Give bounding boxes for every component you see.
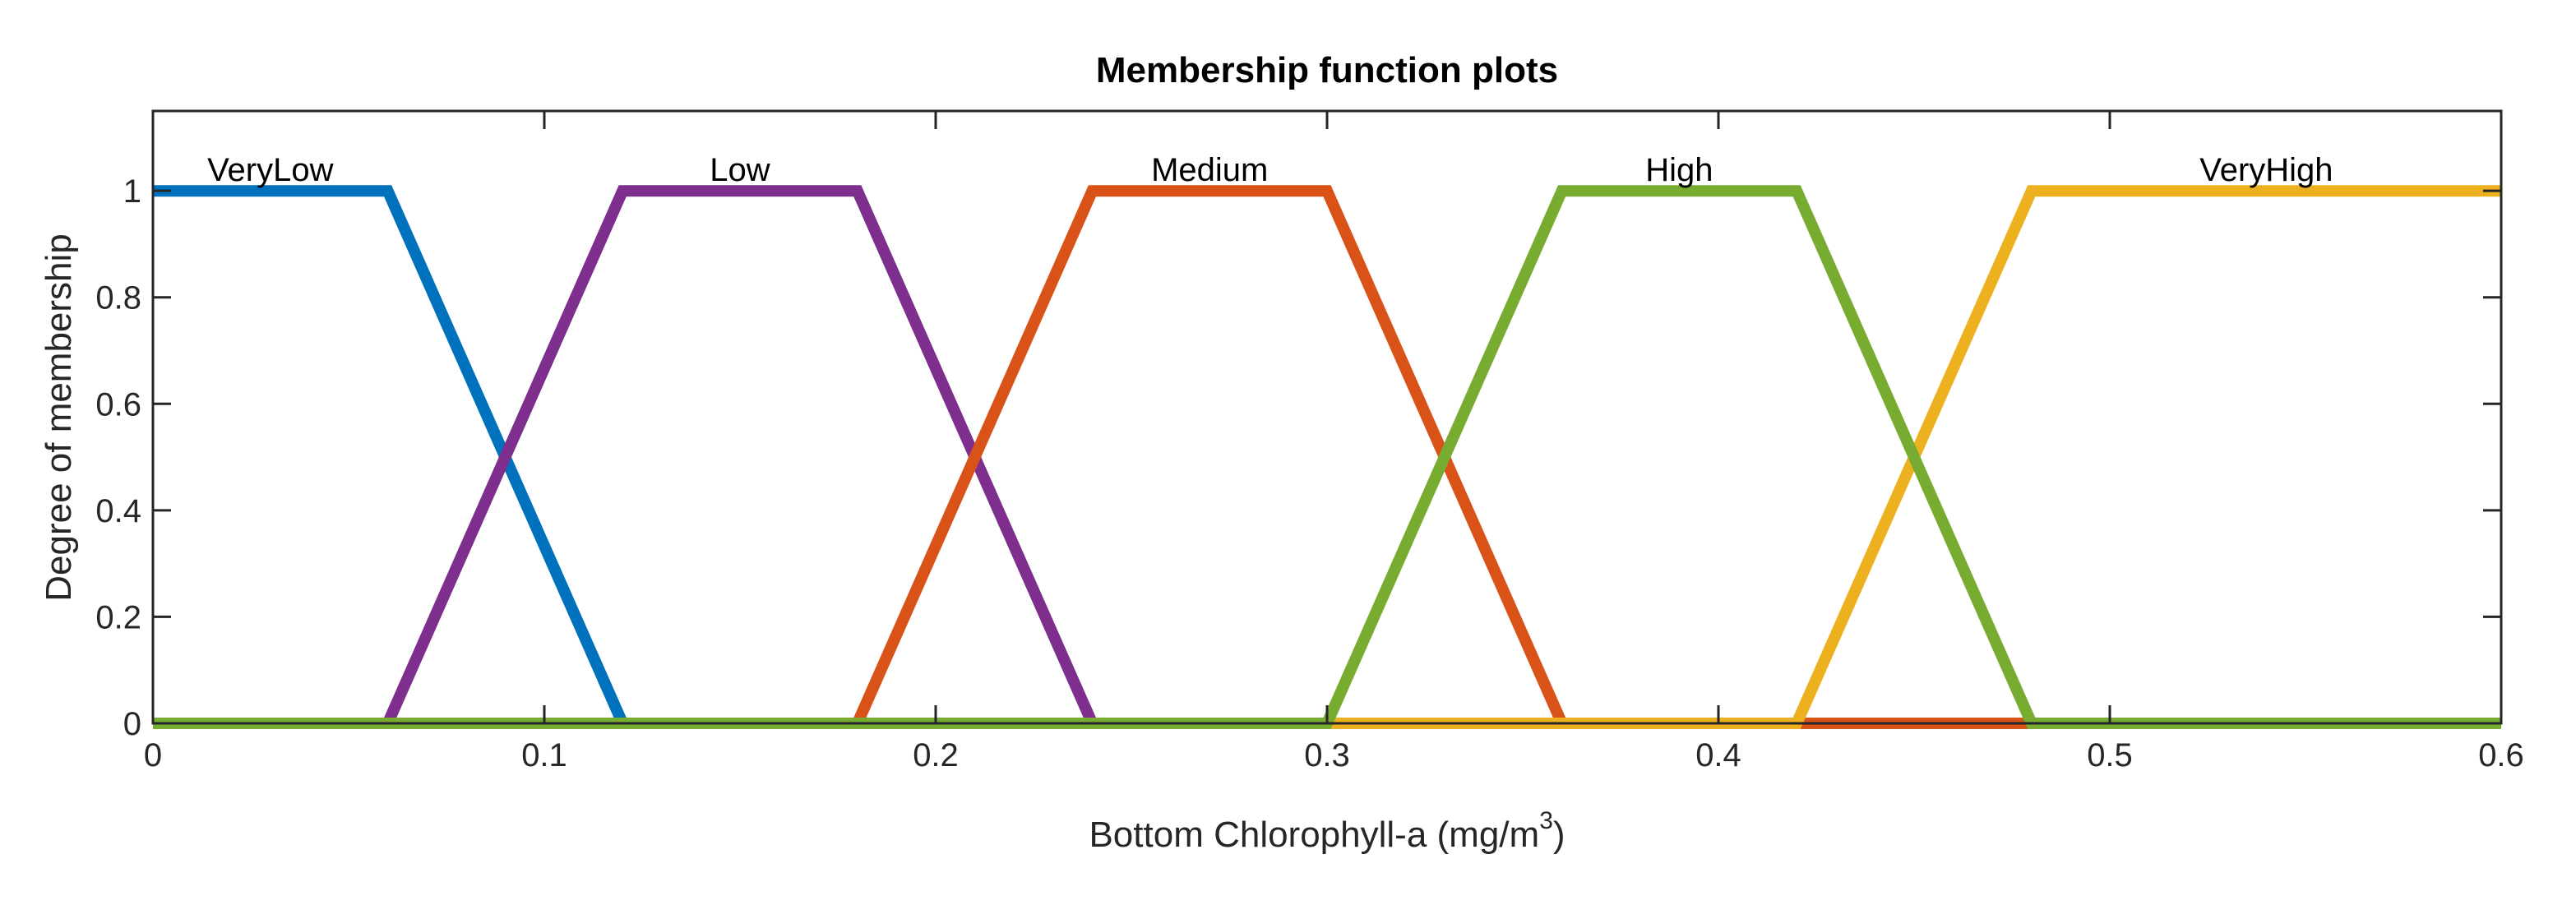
- mf-label-low: Low: [710, 152, 770, 188]
- mf-label-medium: Medium: [1151, 152, 1268, 188]
- y-tick-label: 0: [123, 706, 141, 742]
- tick-layer: 0 0.1 0.2 0.3 0.4 0.5 0.6 0 0.2 0.4 0.6 0.8 1: [95, 111, 2524, 773]
- series-layer: [153, 185, 2501, 729]
- x-tick-label: 0.5: [2087, 737, 2133, 773]
- mf-label-verylow: VeryLow: [207, 152, 334, 188]
- x-axis-label: Bottom Chlorophyll-a (mg/m3): [1089, 807, 1565, 855]
- plot-frame: [151, 109, 2503, 725]
- x-axis-label-superscript: 3: [1539, 807, 1553, 834]
- mf-label-high: High: [1645, 152, 1713, 188]
- y-tick-label: 0.2: [95, 599, 141, 635]
- x-tick-label: 0.6: [2478, 737, 2524, 773]
- x-tick-label: 0.1: [521, 737, 567, 773]
- y-tick-label: 0.4: [95, 493, 141, 529]
- y-axis-label: Degree of membership: [39, 233, 79, 602]
- x-tick-label: 0.3: [1304, 737, 1350, 773]
- x-tick-label: 0.4: [1695, 737, 1741, 773]
- x-tick-label: 0: [144, 737, 162, 773]
- y-tick-label: 0.6: [95, 386, 141, 422]
- mf-label-veryhigh: VeryHigh: [2199, 152, 2333, 188]
- mf-line-low: [153, 185, 2501, 729]
- y-tick-label: 1: [123, 173, 141, 210]
- y-tick-label: 0.8: [95, 280, 141, 316]
- x-tick-label: 0.2: [913, 737, 959, 773]
- chart-title: Membership function plots: [1096, 50, 1558, 90]
- mf-label-layer: VeryLow Low Medium VeryHigh High: [207, 152, 2333, 188]
